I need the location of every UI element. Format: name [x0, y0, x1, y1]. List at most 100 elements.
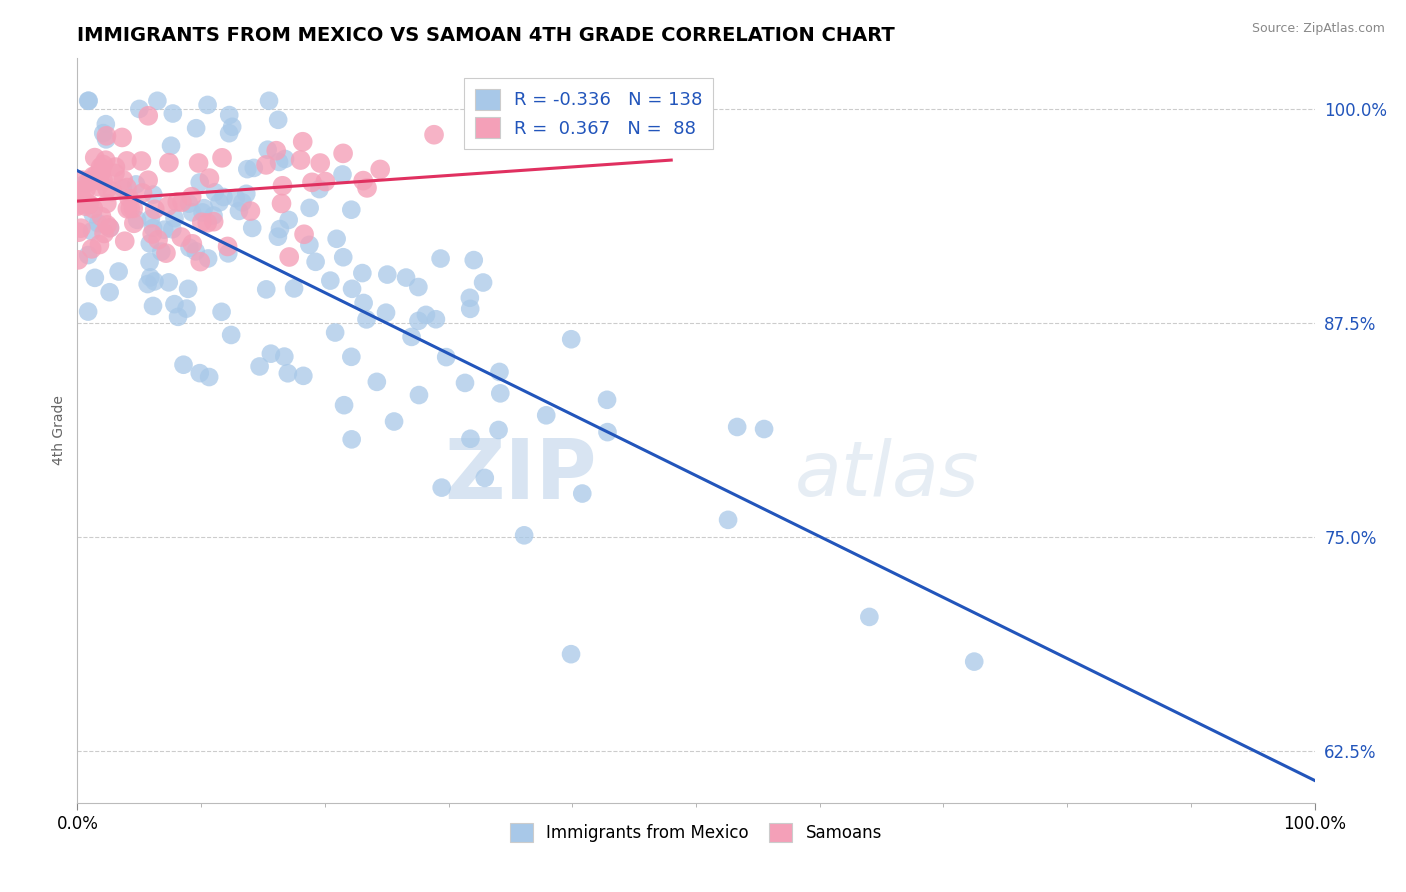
Point — [96, 182, 118, 196]
Point — [179, 241, 201, 255]
Point — [177, 196, 200, 211]
Point — [260, 346, 283, 360]
Point — [136, 277, 159, 291]
Point — [277, 366, 299, 380]
Point — [136, 109, 159, 123]
Point — [368, 162, 391, 177]
Point — [319, 274, 342, 288]
Point — [254, 158, 277, 172]
Point — [236, 162, 259, 177]
Point — [430, 481, 453, 495]
Point — [488, 365, 510, 379]
Point — [191, 205, 214, 219]
Point — [157, 155, 180, 169]
Point — [67, 198, 90, 212]
Point — [94, 132, 117, 146]
Point — [198, 171, 221, 186]
Point — [170, 195, 193, 210]
Point — [423, 128, 446, 142]
Point — [75, 199, 97, 213]
Point — [249, 359, 271, 374]
Point — [77, 175, 100, 189]
Point — [82, 207, 104, 221]
Point — [298, 201, 321, 215]
Point — [69, 184, 91, 198]
Point — [858, 610, 880, 624]
Point — [219, 328, 242, 343]
Point — [70, 221, 93, 235]
Point — [208, 195, 231, 210]
Point — [128, 102, 150, 116]
Point — [111, 181, 134, 195]
Text: Source: ZipAtlas.com: Source: ZipAtlas.com — [1251, 22, 1385, 36]
Point — [146, 233, 169, 247]
Point — [69, 185, 91, 199]
Point — [254, 282, 277, 296]
Point — [101, 185, 124, 199]
Point — [66, 199, 89, 213]
Point — [77, 248, 100, 262]
Point — [87, 216, 110, 230]
Point — [269, 222, 291, 236]
Point — [104, 166, 127, 180]
Point — [93, 227, 115, 241]
Point — [211, 151, 233, 165]
Point — [91, 157, 114, 171]
Point — [717, 513, 740, 527]
Point — [292, 227, 315, 242]
Point — [107, 264, 129, 278]
Point — [139, 270, 162, 285]
Point — [187, 156, 209, 170]
Point — [80, 173, 103, 187]
Point — [460, 432, 482, 446]
Point — [139, 211, 162, 226]
Point — [218, 108, 240, 122]
Point — [274, 152, 297, 166]
Point — [283, 281, 305, 295]
Point — [127, 212, 149, 227]
Point — [186, 121, 208, 136]
Point — [458, 291, 481, 305]
Point — [304, 255, 326, 269]
Point — [218, 126, 240, 140]
Point — [198, 370, 221, 384]
Point — [270, 196, 292, 211]
Point — [193, 201, 215, 215]
Point — [120, 202, 142, 216]
Point — [332, 250, 354, 264]
Point — [157, 276, 180, 290]
Point — [725, 420, 748, 434]
Point — [202, 209, 225, 223]
Point — [429, 252, 451, 266]
Point — [195, 216, 218, 230]
Point — [83, 270, 105, 285]
Point — [308, 182, 330, 196]
Point — [160, 138, 183, 153]
Point — [356, 181, 378, 195]
Y-axis label: 4th Grade: 4th Grade — [52, 395, 66, 466]
Point — [204, 185, 226, 199]
Point — [217, 239, 239, 253]
Point — [163, 211, 186, 226]
Point — [162, 222, 184, 236]
Point — [458, 301, 481, 316]
Point — [118, 191, 141, 205]
Point — [212, 190, 235, 204]
Point — [472, 276, 495, 290]
Point — [104, 160, 127, 174]
Point — [267, 229, 290, 244]
Text: IMMIGRANTS FROM MEXICO VS SAMOAN 4TH GRADE CORRELATION CHART: IMMIGRANTS FROM MEXICO VS SAMOAN 4TH GRA… — [77, 26, 896, 45]
Point — [596, 425, 619, 439]
Point — [67, 252, 90, 267]
Text: atlas: atlas — [794, 438, 980, 512]
Point — [277, 213, 299, 227]
Point — [138, 255, 160, 269]
Point — [375, 268, 398, 282]
Point — [82, 202, 104, 216]
Point — [122, 202, 145, 216]
Point — [136, 173, 159, 187]
Point — [142, 221, 165, 235]
Point — [89, 174, 111, 188]
Point — [298, 237, 321, 252]
Point — [117, 202, 139, 216]
